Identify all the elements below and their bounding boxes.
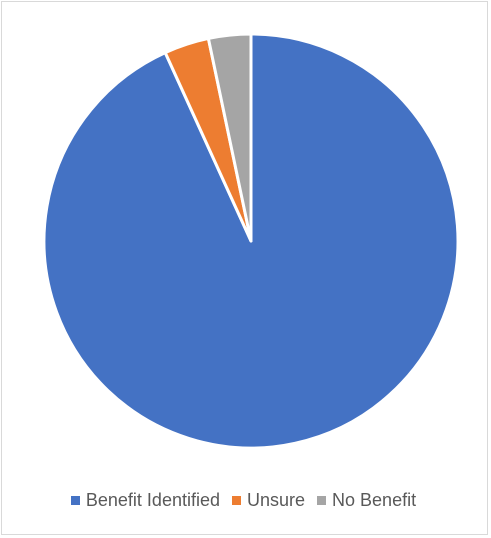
legend-label-no-benefit: No Benefit: [332, 490, 417, 510]
legend-swatch-unsure: [232, 496, 241, 505]
pie-slice-no-benefit: [206, 32, 253, 243]
legend: Benefit Identified Unsure No Benefit: [0, 490, 487, 511]
legend-item-no-benefit: No Benefit: [317, 490, 416, 511]
legend-item-unsure: Unsure: [232, 490, 305, 511]
legend-label-benefit-identified: Benefit Identified: [85, 490, 220, 510]
legend-item-benefit-identified: Benefit Identified: [70, 490, 220, 511]
legend-swatch-benefit-identified: [70, 496, 80, 505]
legend-label-unsure: Unsure: [247, 490, 306, 510]
legend-swatch-no-benefit: [317, 496, 327, 505]
